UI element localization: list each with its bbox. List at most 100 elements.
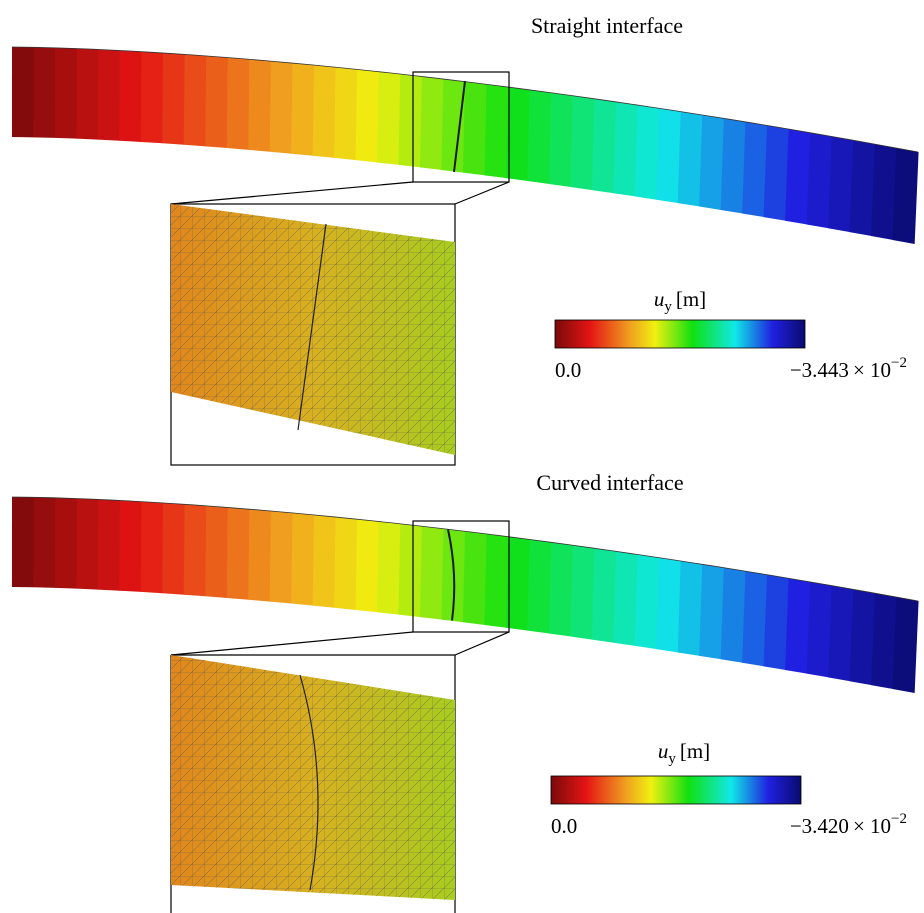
beam-strip (462, 531, 488, 626)
zoom-connector-left (170, 181, 414, 205)
colorbar: uy [m] 0.0 −3.420 × 10−2 (550, 739, 907, 838)
beam-strip (806, 581, 833, 678)
beam-strip (76, 48, 99, 140)
beam-strip (312, 514, 337, 608)
inset-interface-line (297, 223, 327, 431)
beam-strip (377, 71, 401, 165)
panel-straight-interface: Straight interface uy [m] 0.0 −3.443 × 10−… (11, 13, 919, 466)
beam-strip (742, 571, 768, 667)
zoom-box (412, 71, 510, 183)
beam-strip (484, 533, 509, 628)
beam-strip (269, 61, 294, 154)
beam-strip (119, 50, 143, 142)
beam-strip (205, 505, 229, 598)
beam-strip (291, 63, 315, 156)
beam-strip (334, 67, 358, 161)
colorbar-min-label: 0.0 (551, 814, 577, 838)
colorbar-title: uy [m] (658, 739, 710, 767)
beam-strip (462, 81, 488, 176)
beam-strip (742, 121, 768, 218)
beam-strip (892, 597, 919, 693)
beam-strip (505, 536, 531, 631)
beam-strip (226, 507, 250, 600)
beam-strip (11, 497, 35, 588)
panel-curved-interface: Curved interface uy [m] 0.0 −3.420 × 10−2 (11, 470, 919, 913)
beam-strip (634, 105, 660, 200)
zoom-connector-left (170, 631, 414, 656)
beam-strip (162, 502, 186, 595)
beam-strip (183, 54, 207, 147)
beam-strip (699, 114, 725, 210)
beam-strip (398, 74, 423, 168)
inset-interface-line (299, 674, 319, 891)
beam-strip (119, 500, 143, 592)
zoom-inset (170, 654, 456, 913)
colorbar: uy [m] 0.0 −3.443 × 10−2 (554, 287, 907, 382)
beam-strip (33, 47, 56, 138)
beam-strip (162, 52, 186, 145)
beam-strip (33, 497, 56, 588)
beam-strip (355, 519, 380, 613)
beam-strip (720, 118, 747, 214)
beam-strip (291, 512, 315, 606)
beam-strip (634, 554, 660, 650)
beam-strip (334, 517, 358, 610)
beam-strip (420, 526, 445, 620)
beam-strip (591, 548, 617, 643)
beam-strip (677, 111, 703, 207)
beam-strip (226, 57, 250, 150)
beam-strip (548, 542, 574, 637)
beam-strip (248, 59, 272, 152)
beam-strip (828, 136, 854, 233)
zoom-connector-right (454, 631, 510, 656)
beam-strip (656, 557, 682, 653)
beam-strip (613, 551, 639, 646)
beam-strip (441, 79, 466, 173)
colorbar-title: uy [m] (654, 287, 706, 315)
beam-contour (11, 46, 919, 244)
interface-line (447, 529, 456, 621)
beam-strip (183, 504, 207, 597)
beam-strip (377, 521, 401, 615)
beam-strip (140, 501, 164, 594)
beam-strip (527, 539, 552, 634)
beam-strip (140, 51, 164, 144)
beam-strip (591, 98, 617, 194)
beam-strip (398, 523, 423, 618)
beam-strip (97, 499, 121, 591)
beam-strip (828, 585, 854, 682)
beam-strip (355, 69, 380, 163)
beam-strip (871, 593, 898, 690)
beam-strip (527, 89, 552, 184)
beam-strip (871, 144, 898, 240)
beam-strip (484, 84, 509, 179)
beam-strip (420, 76, 445, 170)
zoom-inset (170, 203, 456, 466)
beam-strip (785, 578, 811, 674)
panel-title: Curved interface (536, 470, 683, 495)
beam-outline (11, 46, 919, 153)
beam-strip (570, 545, 596, 640)
beam-strip (720, 567, 747, 663)
colorbar-min-label: 0.0 (555, 358, 581, 382)
zoom-connector-right (454, 181, 510, 205)
beam-strip (892, 148, 919, 244)
beam-strip (248, 509, 272, 602)
beam-strip (613, 101, 639, 197)
beam-strip (205, 55, 229, 149)
beam-strip (548, 92, 574, 187)
beam-strip (677, 560, 703, 656)
beam-strip (849, 140, 876, 237)
beam-strip (699, 564, 725, 660)
beam-strip (785, 129, 811, 225)
beam-strip (656, 108, 682, 204)
beam-strip (11, 47, 35, 138)
beam-strip (76, 498, 99, 590)
colorbar-gradient (554, 319, 806, 349)
beam-strip (97, 49, 121, 141)
colorbar-max-label: −3.443 × 10−2 (790, 355, 907, 382)
beam-strip (570, 95, 596, 191)
colorbar-max-label: −3.420 × 10−2 (790, 811, 907, 838)
panel-title: Straight interface (531, 13, 683, 38)
